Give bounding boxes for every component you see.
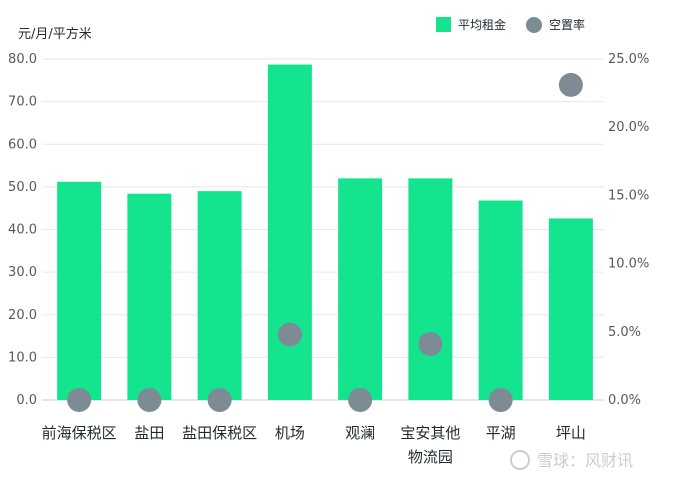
category-label: 观澜 [345, 424, 375, 442]
bar [267, 64, 312, 400]
scatter-point [348, 388, 373, 412]
left-tick-label: 40.0 [8, 223, 37, 238]
scatter-point [418, 332, 443, 357]
category-label: 物流园 [408, 448, 453, 466]
bar [408, 178, 453, 400]
right-tick-label: 20.0% [608, 120, 649, 135]
bar [127, 193, 172, 400]
scatter-point [207, 388, 232, 412]
scatter-point [488, 388, 513, 412]
category-label: 平湖 [486, 424, 516, 442]
legend-swatch-bar [436, 17, 451, 32]
legend-swatch-dot [526, 17, 542, 33]
legend-label-dot: 空置率 [549, 17, 585, 32]
left-tick-label: 0.0 [16, 393, 37, 408]
bar [197, 191, 242, 400]
watermark-logo-icon [510, 450, 530, 470]
bar [338, 178, 383, 400]
watermark-text: 雪球：风财讯 [537, 451, 633, 470]
watermark: 雪球：风财讯 [510, 450, 633, 470]
category-label: 宝安其他 [400, 424, 460, 442]
bar [548, 218, 593, 400]
scatter-point [558, 72, 583, 97]
left-tick-label: 30.0 [8, 265, 37, 280]
scatter-point [137, 388, 162, 412]
category-label: 机场 [275, 424, 305, 442]
left-axis-unit: 元/月/平方米 [18, 26, 92, 42]
category-label: 前海保税区 [42, 424, 117, 442]
category-label: 盐田 [134, 424, 164, 442]
right-tick-label: 15.0% [608, 188, 649, 203]
right-tick-label: 25.0% [608, 52, 649, 67]
scatter-point [277, 322, 302, 347]
scatter-point [67, 388, 92, 412]
right-tick-label: 5.0% [608, 325, 641, 340]
category-label: 坪山 [556, 424, 586, 442]
left-tick-label: 80.0 [8, 52, 37, 67]
category-label: 盐田保税区 [182, 424, 257, 442]
left-tick-label: 70.0 [8, 95, 37, 110]
right-axis-ticks: 0.0% 5.0% 10.0% 15.0% 20.0% 25.0% [608, 52, 649, 408]
legend-label-bar: 平均租金 [458, 17, 506, 32]
left-tick-label: 20.0 [8, 308, 37, 323]
left-tick-label: 10.0 [8, 350, 37, 365]
left-tick-label: 50.0 [8, 180, 37, 195]
bar [478, 200, 523, 400]
right-tick-label: 10.0% [608, 257, 649, 272]
left-axis-ticks: 0.0 10.0 20.0 30.0 40.0 50.0 60.0 70.0 80.0 [8, 52, 37, 408]
bar-series [57, 64, 593, 400]
left-tick-label: 60.0 [8, 137, 37, 152]
bar [57, 181, 102, 400]
legend: 平均租金 空置率 [436, 17, 585, 33]
scatter-series [67, 72, 583, 412]
right-tick-label: 0.0% [608, 393, 641, 408]
